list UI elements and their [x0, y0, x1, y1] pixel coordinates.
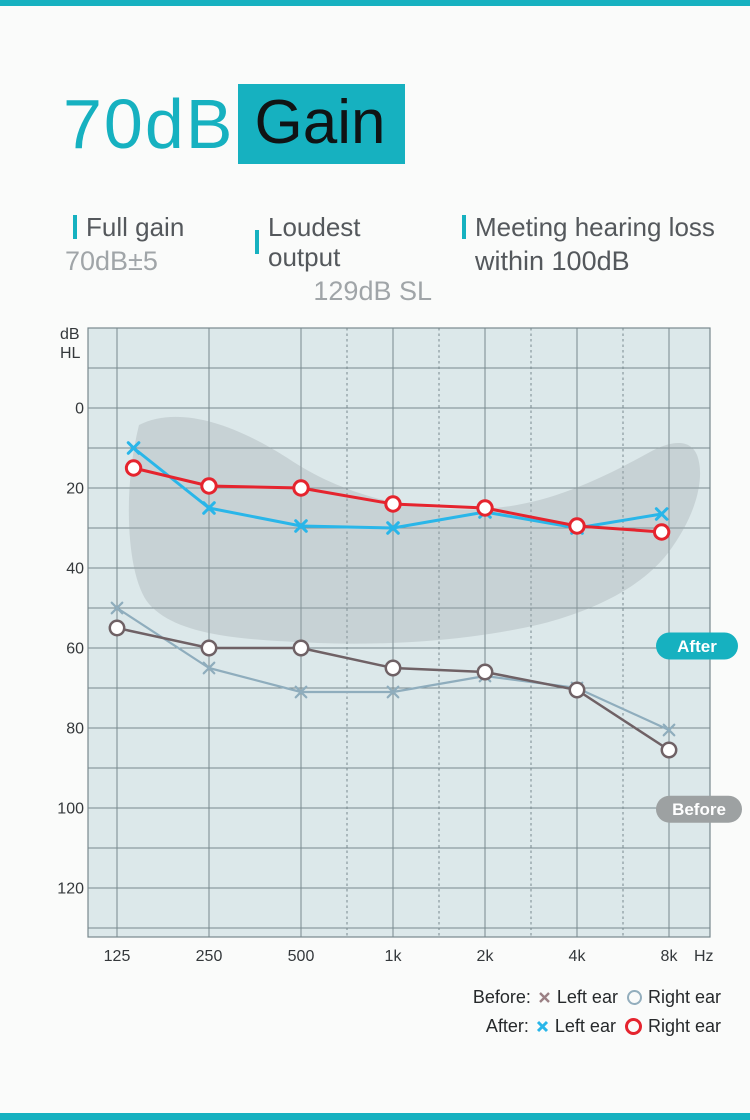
marker-after-left-ear-8k — [654, 507, 669, 521]
badge-before — [656, 795, 742, 823]
marker-after-left-ear-1k — [386, 521, 400, 535]
audiogram-chart: After Before dB HL 0 20 40 60 80 100 120 125 250 500 1… — [0, 315, 750, 975]
legend-item-label: Right ear — [647, 986, 721, 1007]
before-left-ear-x-icon — [537, 990, 552, 1005]
marker-before-right-ear-125 — [108, 619, 126, 637]
badge-label-after: After — [677, 637, 717, 656]
marker-after-left-ear-250 — [202, 501, 216, 515]
marker-before-left-ear-250 — [202, 661, 216, 675]
x-axis-label-125: 125 — [104, 948, 131, 965]
chart-legend: Before: Left ear Right ear After: Left e… — [473, 984, 730, 1039]
y-axis-label-80: 80 — [66, 721, 84, 738]
marker-after-right-ear-1k — [384, 495, 402, 513]
legend-item-label: Left ear — [554, 1015, 616, 1036]
page-title: 70dB Gain — [63, 84, 406, 164]
stat-full-gain: Full gain 70dB±5 — [65, 212, 245, 276]
audiogram-svg: After Before dB HL 0 20 40 60 80 100 120 125 250 500 1… — [57, 326, 742, 965]
title-value: 70dB — [63, 85, 235, 163]
marker-after-right-ear-2k — [476, 499, 494, 517]
y-axis-label-0: 0 — [75, 401, 84, 418]
y-axis-label-120: 120 — [57, 881, 84, 898]
after-right-ear-circle-icon — [624, 1017, 642, 1035]
x-axis-label-1k: 1k — [385, 948, 403, 965]
legend-row-after: After: Left ear Right ear — [486, 1013, 730, 1039]
chart-background — [88, 328, 710, 937]
marker-before-left-ear-1k — [386, 685, 400, 699]
stat-value: 129dB SL — [313, 276, 432, 306]
badge-after — [656, 632, 738, 660]
stat-value: 70dB±5 — [65, 246, 158, 276]
y-axis-label-40: 40 — [66, 561, 84, 578]
after-left-ear-x-icon — [535, 1019, 550, 1034]
legend-label-after: After: — [485, 1015, 529, 1036]
marker-before-right-ear-500 — [292, 639, 310, 657]
stat-loudest-output: Loudest output 129dB SL — [247, 212, 432, 306]
marker-before-right-ear-2k — [476, 663, 494, 681]
stat-label: Meeting hearing loss — [475, 212, 715, 242]
marker-before-left-ear-125 — [110, 601, 124, 615]
speech-banana-region — [128, 416, 701, 644]
top-accent-bar — [0, 0, 750, 6]
accent-tick-icon — [73, 215, 77, 239]
marker-after-left-ear-125 — [126, 441, 141, 455]
accent-tick-icon — [255, 230, 259, 254]
marker-after-right-ear-250 — [200, 477, 218, 495]
y-axis-label-20: 20 — [66, 481, 84, 498]
badge-label-before: Before — [672, 800, 726, 819]
marker-before-right-ear-8k — [660, 741, 678, 759]
y-axis-unit-hl: HL — [60, 345, 81, 362]
title-highlight: Gain — [238, 84, 406, 164]
legend-label-before: Before: — [472, 986, 531, 1007]
marker-before-right-ear-1k — [384, 659, 402, 677]
marker-before-left-ear-8k — [662, 723, 676, 737]
legend-row-before: Before: Left ear Right ear — [473, 984, 730, 1010]
stat-meeting-hearing-loss: Meeting hearing loss within 100dB — [454, 212, 724, 276]
legend-item-label: Left ear — [556, 986, 618, 1007]
marker-after-right-ear-500 — [292, 479, 310, 497]
y-axis-unit-db: dB — [60, 326, 80, 343]
stat-heading: Meeting hearing loss — [454, 212, 724, 242]
legend-item-label: Right ear — [647, 1015, 721, 1036]
stat-label: Full gain — [86, 212, 185, 242]
y-axis-label-60: 60 — [66, 641, 84, 658]
marker-after-right-ear-8k — [652, 523, 671, 541]
marker-after-right-ear-125 — [124, 459, 143, 477]
bottom-accent-bar — [0, 1113, 750, 1120]
x-axis-label-250: 250 — [196, 948, 223, 965]
marker-before-right-ear-4k — [568, 681, 586, 699]
x-axis-label-4k: 4k — [569, 948, 587, 965]
x-axis-label-8k: 8k — [661, 948, 679, 965]
before-right-ear-circle-icon — [626, 989, 642, 1005]
stat-heading: Full gain — [65, 212, 245, 242]
stat-heading: Loudest output — [247, 212, 432, 272]
marker-before-right-ear-250 — [200, 639, 218, 657]
x-axis-label-500: 500 — [288, 948, 315, 965]
stat-value: within 100dB — [475, 246, 630, 276]
stat-label: Loudest output — [268, 212, 361, 272]
y-axis-label-100: 100 — [57, 801, 84, 818]
x-axis-label-2k: 2k — [477, 948, 495, 965]
marker-before-left-ear-500 — [294, 685, 308, 699]
x-axis-unit-label: Hz — [694, 948, 714, 965]
accent-tick-icon — [462, 215, 466, 239]
marker-after-left-ear-500 — [294, 519, 308, 533]
marker-after-right-ear-4k — [568, 517, 586, 535]
